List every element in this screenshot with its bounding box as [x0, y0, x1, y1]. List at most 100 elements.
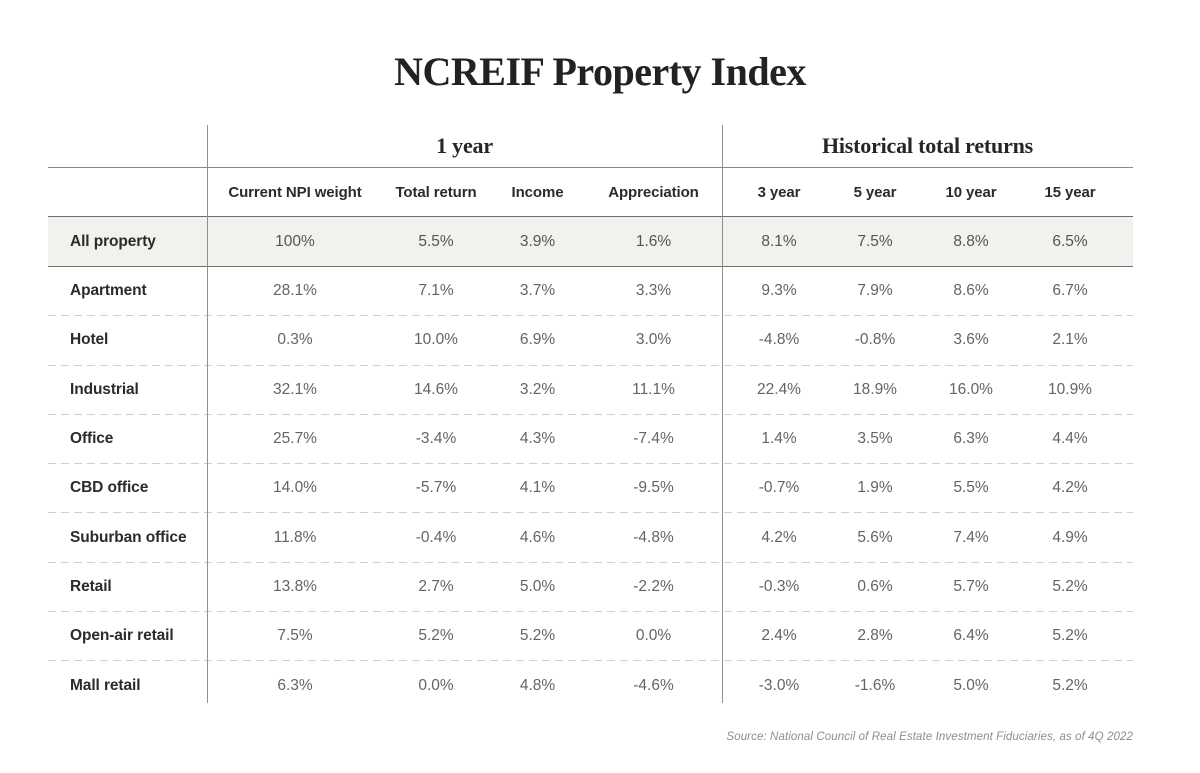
- column-header-row: Current NPI weight Total return Income A…: [48, 168, 1133, 216]
- row-label: Retail: [70, 577, 112, 595]
- cell-value: 2.7%: [418, 577, 454, 595]
- cell-value: 4.8%: [519, 676, 556, 694]
- cell-value: 7.9%: [857, 282, 893, 300]
- property-table: 1 year Historical total returns Current …: [48, 125, 1133, 710]
- row-divider: [48, 364, 1133, 366]
- cell-value: -3.4%: [415, 430, 457, 448]
- cell-value: 8.1%: [761, 232, 797, 250]
- group-header-rule: [48, 167, 1133, 168]
- cell-value: 10.0%: [414, 331, 458, 349]
- cell-value: 6.7%: [1052, 282, 1088, 300]
- cell-value: 8.6%: [953, 282, 989, 300]
- cell-value: 0.3%: [277, 331, 313, 349]
- table-row-suburban-office: Suburban office 11.8% -0.4% 4.6% -4.8% 4…: [48, 513, 1133, 561]
- cell-value: 3.9%: [519, 232, 556, 250]
- cell-value: 3.0%: [635, 331, 672, 349]
- cell-value: -4.8%: [633, 528, 674, 546]
- group-header-row: 1 year Historical total returns: [48, 125, 1133, 167]
- cell-value: 7.1%: [418, 282, 454, 300]
- row-divider: [48, 413, 1133, 415]
- table-row-office: Office 25.7% -3.4% 4.3% -7.4% 1.4% 3.5% …: [48, 415, 1133, 463]
- cell-value: -7.4%: [633, 430, 674, 448]
- row-label: Industrial: [70, 380, 139, 398]
- column-header-3-year: 3 year: [757, 183, 801, 201]
- cell-value: -1.6%: [854, 676, 896, 694]
- cell-value: 28.1%: [273, 282, 317, 300]
- cell-value: 22.4%: [757, 380, 801, 398]
- table-row-open-air-retail: Open-air retail 7.5% 5.2% 5.2% 0.0% 2.4%…: [48, 612, 1133, 660]
- table-row-apartment: Apartment 28.1% 7.1% 3.7% 3.3% 9.3% 7.9%…: [48, 267, 1133, 315]
- cell-value: 4.6%: [519, 528, 556, 546]
- cell-value: 1.9%: [857, 479, 893, 497]
- cell-value: 10.9%: [1048, 380, 1092, 398]
- column-header-10-year: 10 year: [945, 183, 997, 201]
- row-divider: [48, 611, 1133, 613]
- cell-value: 4.9%: [1052, 528, 1088, 546]
- column-header-15-year: 15 year: [1044, 183, 1096, 201]
- cell-value: 7.4%: [953, 528, 989, 546]
- column-header-5-year: 5 year: [853, 183, 897, 201]
- cell-value: 100%: [275, 232, 315, 250]
- cell-value: 2.1%: [1052, 331, 1088, 349]
- cell-value: 6.3%: [277, 676, 313, 694]
- cell-value: 2.4%: [761, 627, 797, 645]
- row-label: CBD office: [70, 479, 149, 497]
- cell-value: 5.0%: [953, 676, 989, 694]
- row-label: Apartment: [70, 282, 147, 300]
- cell-value: -0.7%: [758, 479, 800, 497]
- row-label: All property: [70, 232, 156, 250]
- cell-value: 7.5%: [277, 627, 313, 645]
- header-rule: [48, 216, 1133, 217]
- group-header-historical: Historical total returns: [821, 133, 1034, 158]
- source-note: Source: National Council of Real Estate …: [726, 731, 1133, 743]
- row-label: Hotel: [70, 331, 109, 349]
- group-header-1-year: 1 year: [436, 133, 493, 158]
- cell-value: 16.0%: [949, 380, 993, 398]
- cell-value: 6.4%: [953, 627, 989, 645]
- row-label: Open-air retail: [70, 627, 174, 645]
- column-header-npi-weight: Current NPI weight: [228, 183, 362, 201]
- page-title: NCREIF Property Index: [394, 49, 806, 94]
- cell-value: 9.3%: [761, 282, 797, 300]
- cell-value: 2.8%: [857, 627, 893, 645]
- column-header-appreciation: Appreciation: [608, 183, 699, 201]
- cell-value: 4.1%: [519, 479, 556, 497]
- cell-value: 5.5%: [953, 479, 989, 497]
- cell-value: 1.6%: [635, 232, 672, 250]
- cell-value: 3.7%: [519, 282, 556, 300]
- cell-value: 5.2%: [519, 627, 556, 645]
- cell-value: -2.2%: [633, 577, 674, 595]
- cell-value: 4.2%: [1052, 479, 1088, 497]
- cell-value: 5.0%: [519, 577, 556, 595]
- cell-value: 6.9%: [519, 331, 556, 349]
- row-label: Mall retail: [70, 676, 141, 694]
- cell-value: 3.2%: [519, 380, 556, 398]
- cell-value: 0.0%: [635, 627, 672, 645]
- cell-value: 5.2%: [418, 627, 454, 645]
- table-row-cbd-office: CBD office 14.0% -5.7% 4.1% -9.5% -0.7% …: [48, 464, 1133, 512]
- cell-value: 32.1%: [273, 380, 317, 398]
- cell-value: 0.0%: [418, 676, 454, 694]
- table-row-industrial: Industrial 32.1% 14.6% 3.2% 11.1% 22.4% …: [48, 366, 1133, 414]
- cell-value: -9.5%: [633, 479, 674, 497]
- cell-value: 3.6%: [953, 331, 989, 349]
- cell-value: 7.5%: [857, 232, 893, 250]
- cell-value: 14.0%: [273, 479, 317, 497]
- all-property-rule: [48, 266, 1133, 267]
- cell-value: 5.2%: [1052, 627, 1088, 645]
- cell-value: 1.4%: [761, 430, 797, 448]
- vertical-divider-right: [722, 125, 723, 703]
- cell-value: 18.9%: [853, 380, 897, 398]
- cell-value: 13.8%: [273, 577, 317, 595]
- cell-value: 0.6%: [857, 577, 893, 595]
- cell-value: -3.0%: [758, 676, 800, 694]
- vertical-divider-left: [207, 125, 208, 703]
- cell-value: 4.3%: [519, 430, 556, 448]
- cell-value: -5.7%: [415, 479, 457, 497]
- cell-value: -0.3%: [758, 577, 800, 595]
- cell-value: 3.3%: [635, 282, 672, 300]
- row-divider: [48, 561, 1133, 563]
- row-divider: [48, 660, 1133, 662]
- cell-value: 8.8%: [953, 232, 989, 250]
